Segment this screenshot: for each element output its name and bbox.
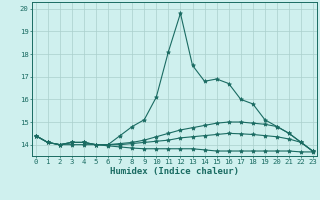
- X-axis label: Humidex (Indice chaleur): Humidex (Indice chaleur): [110, 167, 239, 176]
